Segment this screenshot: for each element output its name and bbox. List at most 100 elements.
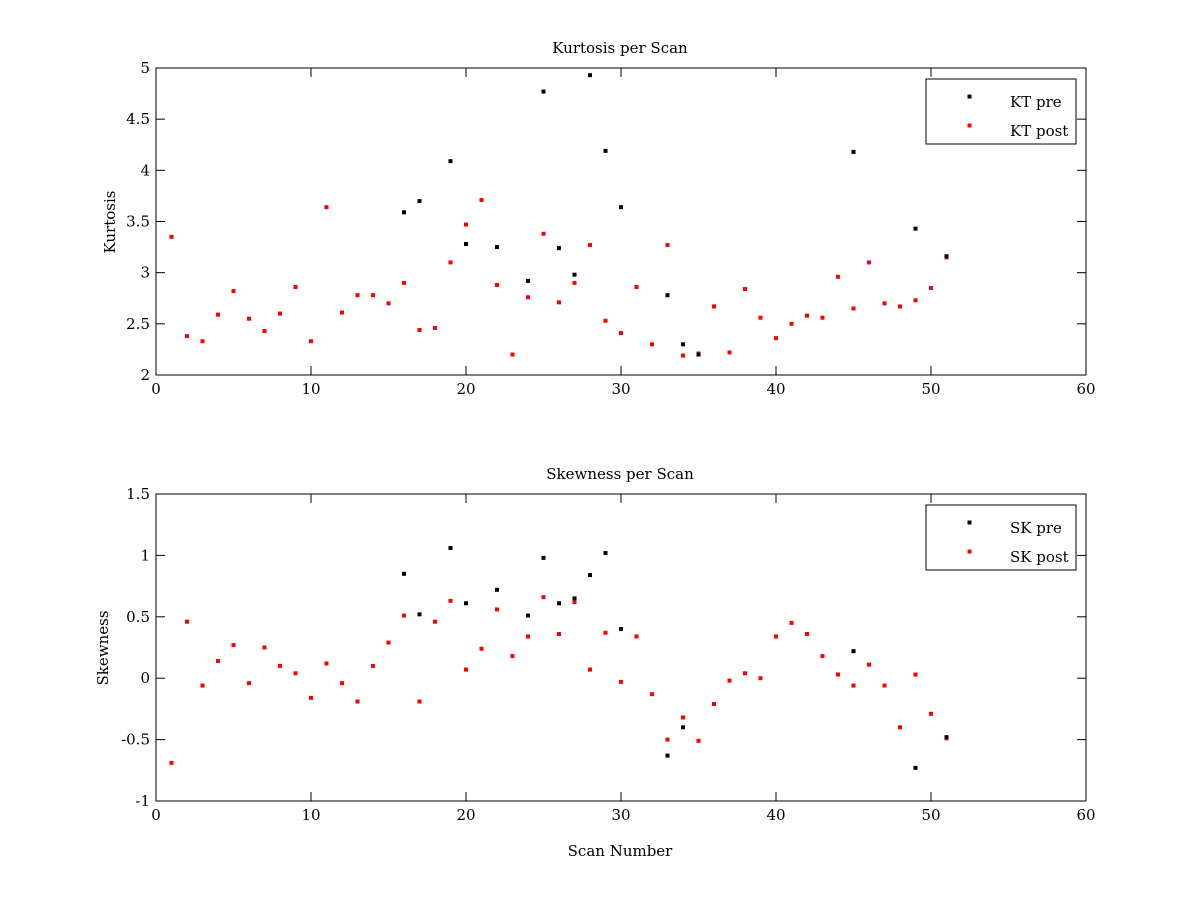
skewness-point-post bbox=[402, 613, 406, 618]
kurtosis-x-tick-label: 50 bbox=[921, 380, 940, 398]
kurtosis-y-tick-label: 4.5 bbox=[126, 110, 150, 128]
kurtosis-point-post bbox=[371, 293, 375, 298]
skewness-point-post bbox=[572, 600, 577, 605]
kurtosis-point-post bbox=[929, 286, 933, 291]
kurtosis-point-post bbox=[557, 300, 561, 305]
skewness-point-post bbox=[603, 630, 608, 635]
skewness-point-post bbox=[913, 672, 918, 677]
skewness-point-pre bbox=[541, 555, 546, 560]
skewness-point-post bbox=[851, 683, 856, 688]
skewness-point-post bbox=[340, 681, 344, 686]
skewness-point-pre bbox=[557, 601, 561, 606]
kurtosis-point-post bbox=[851, 306, 856, 311]
skewness-point-post bbox=[898, 725, 902, 730]
kurtosis-point-post bbox=[495, 282, 499, 287]
kurtosis-y-ticks: 2 2.5 3 3.5 4 4.5 5 bbox=[126, 59, 1086, 384]
kurtosis-point-post bbox=[324, 205, 329, 210]
kurtosis-point-post bbox=[247, 316, 251, 321]
skewness-point-pre bbox=[665, 753, 670, 758]
kurtosis-x-tick-label: 30 bbox=[611, 380, 630, 398]
skewness-point-post bbox=[278, 663, 282, 668]
skewness-y-ticks: -1 -0.5 0 0.5 1 1.5 bbox=[121, 485, 1086, 810]
skewness-point-pre bbox=[417, 612, 422, 617]
skewness-point-post bbox=[541, 595, 546, 600]
skewness-point-post bbox=[216, 659, 220, 664]
skewness-point-post bbox=[805, 631, 809, 636]
skewness-point-post bbox=[185, 619, 189, 624]
kurtosis-point-pre bbox=[665, 293, 670, 298]
kurtosis-point-pre bbox=[417, 199, 422, 204]
kurtosis-point-post bbox=[743, 287, 747, 292]
kurtosis-point-post bbox=[712, 304, 716, 309]
skewness-point-post bbox=[247, 681, 251, 686]
skewness-x-tick-label: 20 bbox=[456, 806, 475, 824]
kurtosis-title: Kurtosis per Scan bbox=[552, 39, 688, 57]
skewness-point-pre bbox=[402, 571, 406, 576]
kurtosis-point-pre bbox=[603, 148, 608, 153]
kurtosis-point-post bbox=[231, 289, 236, 294]
skewness-legend: SK pre SK post bbox=[925, 504, 1077, 571]
kurtosis-point-post bbox=[262, 328, 267, 333]
skewness-point-post bbox=[386, 640, 391, 645]
skewness-point-post bbox=[681, 715, 685, 720]
skewness-y-tick-label: 1 bbox=[140, 546, 150, 564]
kurtosis-point-post bbox=[417, 327, 422, 332]
kurtosis-point-post bbox=[572, 280, 577, 285]
skewness-x-tick-label: 10 bbox=[301, 806, 320, 824]
kurtosis-point-post bbox=[665, 243, 670, 248]
skewness-y-tick-label: -0.5 bbox=[121, 731, 150, 749]
skewness-points bbox=[169, 546, 949, 770]
skewness-point-pre bbox=[464, 601, 468, 606]
kurtosis-point-post bbox=[541, 231, 546, 236]
kurtosis-legend-label-pre: KT pre bbox=[1010, 93, 1062, 111]
kurtosis-point-post bbox=[185, 334, 189, 339]
skewness-point-post bbox=[231, 643, 236, 648]
skewness-y-tick-label: 0 bbox=[140, 669, 150, 687]
kurtosis-x-tick-label: 40 bbox=[766, 380, 785, 398]
skewness-point-post bbox=[371, 663, 375, 668]
kurtosis-point-post bbox=[805, 313, 809, 318]
skewness-subplot: Skewness per Scan Skewness Scan Number 0… bbox=[94, 465, 1096, 860]
kurtosis-point-post bbox=[789, 321, 794, 326]
skewness-point-post bbox=[867, 662, 871, 667]
skewness-point-post bbox=[789, 620, 794, 625]
kurtosis-point-post bbox=[867, 260, 871, 265]
kurtosis-point-post bbox=[913, 298, 918, 303]
kurtosis-y-tick-label: 5 bbox=[140, 59, 150, 77]
kurtosis-point-pre bbox=[402, 210, 406, 215]
skewness-x-tick-label: 60 bbox=[1076, 806, 1095, 824]
kurtosis-point-pre bbox=[913, 226, 918, 231]
kurtosis-point-post bbox=[169, 234, 174, 239]
kurtosis-subplot: Kurtosis per Scan Kurtosis 0 10 20 30 40 50 60… bbox=[101, 39, 1096, 398]
skewness-x-ticks: 0 10 20 30 40 50 60 bbox=[151, 494, 1096, 824]
kurtosis-ylabel: Kurtosis bbox=[101, 191, 119, 254]
skewness-point-post bbox=[309, 695, 313, 700]
skewness-point-post bbox=[479, 646, 484, 651]
skewness-x-tick-label: 40 bbox=[766, 806, 785, 824]
kurtosis-point-pre bbox=[619, 205, 623, 210]
kurtosis-point-pre bbox=[681, 342, 685, 347]
skewness-point-post bbox=[665, 737, 670, 742]
skewness-title: Skewness per Scan bbox=[546, 465, 694, 483]
skewness-point-post bbox=[588, 667, 592, 672]
skewness-point-post bbox=[417, 699, 422, 704]
kurtosis-x-tick-label: 60 bbox=[1076, 380, 1095, 398]
skewness-point-post bbox=[169, 760, 174, 765]
kurtosis-point-post bbox=[588, 243, 592, 248]
skewness-point-pre bbox=[619, 627, 623, 632]
skewness-x-tick-label: 50 bbox=[921, 806, 940, 824]
kurtosis-point-post bbox=[836, 274, 840, 279]
kurtosis-point-pre bbox=[944, 254, 949, 259]
kurtosis-point-post bbox=[433, 325, 437, 330]
kurtosis-point-post bbox=[355, 293, 360, 298]
skewness-point-post bbox=[712, 701, 716, 706]
kurtosis-x-ticks: 0 10 20 30 40 50 60 bbox=[151, 68, 1096, 398]
skewness-point-post bbox=[200, 683, 205, 688]
kurtosis-point-post bbox=[510, 352, 515, 357]
skewness-point-post bbox=[836, 672, 840, 677]
kurtosis-y-tick-label: 3.5 bbox=[126, 213, 150, 231]
kurtosis-point-post bbox=[309, 339, 313, 344]
kurtosis-point-post bbox=[526, 295, 530, 300]
kurtosis-point-post bbox=[758, 315, 763, 320]
skewness-legend-marker-post bbox=[967, 549, 972, 554]
